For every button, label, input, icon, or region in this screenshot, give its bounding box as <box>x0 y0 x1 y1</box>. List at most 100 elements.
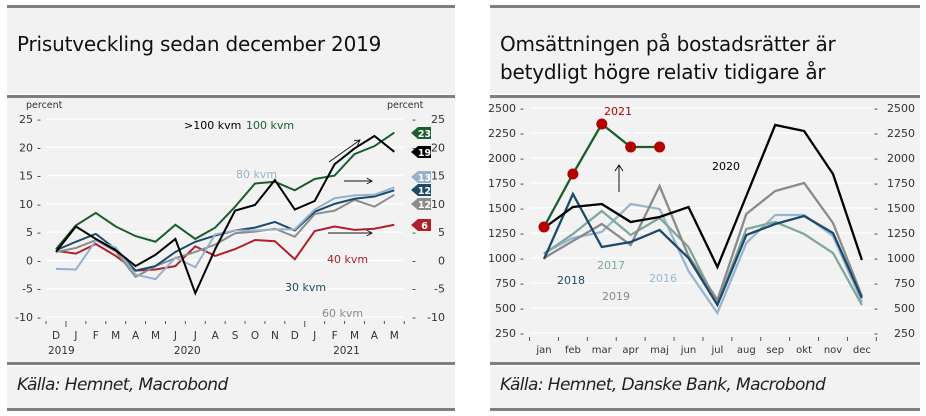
x-tick-label: jul <box>710 345 723 356</box>
y-tick-mark-left: - <box>37 113 41 126</box>
y-tick-label-right: 500 <box>894 302 915 315</box>
series-marker-2021 <box>654 141 666 153</box>
arrow-head <box>366 177 373 185</box>
y-tick-label-right: 5 <box>438 226 445 239</box>
title-box: Prisutveckling sedan december 2019 <box>7 8 455 94</box>
series-marker-2021 <box>567 168 579 180</box>
series-line-80-kvm <box>55 186 395 281</box>
x-tick-label: F <box>93 330 99 342</box>
source-text: Källa: Hemnet, Danske Bank, Macrobond <box>500 375 826 395</box>
x-tick-label: jan <box>535 345 551 356</box>
y-tick-label-left: 0 <box>26 254 33 267</box>
series-annotation: 2020 <box>712 160 740 173</box>
arrow-head <box>614 164 624 172</box>
x-tick-label: nov <box>824 345 842 356</box>
x-year-label: 2019 <box>48 345 75 357</box>
series-line-2019 <box>543 181 863 303</box>
y-tick-mark-right: - <box>874 202 878 215</box>
y-tick-label-left: 10 <box>19 198 33 211</box>
series-annotation: >100 kvm <box>184 119 241 132</box>
series-annotation: 30 kvm <box>285 281 326 294</box>
y-tick-mark-left: - <box>520 177 524 190</box>
arrow-head <box>353 139 361 146</box>
x-tick-label: J <box>193 330 197 342</box>
y-tick-mark-right: - <box>412 226 416 239</box>
chart-title: Prisutveckling sedan december 2019 <box>17 32 382 56</box>
x-tick-label: feb <box>565 345 581 356</box>
y-tick-mark-right: - <box>874 177 878 190</box>
y-tick-label-right: 750 <box>894 277 915 290</box>
divider-rule <box>490 95 920 98</box>
y-tick-label-left: 5 <box>26 226 33 239</box>
y-tick-mark-left: - <box>37 311 41 324</box>
y-tick-label-left: 1250 <box>488 227 516 240</box>
end-value-label: 13 <box>418 173 431 184</box>
end-value-flag <box>411 146 431 158</box>
trend-flat-arrow <box>344 177 373 185</box>
series-marker-2021 <box>625 141 637 153</box>
y-tick-mark-left: - <box>520 202 524 215</box>
y-tick-label-left: 2000 <box>488 152 516 165</box>
series-annotation: 2018 <box>557 274 585 287</box>
x-tick-label: M <box>350 330 359 342</box>
y-tick-label-left: 250 <box>495 327 516 340</box>
y-tick-label-left: 1000 <box>488 252 516 265</box>
y-axis-label-left: percent <box>26 100 63 111</box>
series-annotation: 80 kvm <box>236 168 277 181</box>
y-tick-label-right: 20 <box>431 141 445 154</box>
end-value-flag <box>411 184 431 196</box>
x-tick-label: J <box>73 330 77 342</box>
series-annotation: 40 kvm <box>327 253 368 266</box>
series-annotation: 2021 <box>604 105 632 118</box>
x-tick-label: D <box>291 330 299 342</box>
y-tick-mark-left: - <box>520 102 524 115</box>
y-tick-mark-right: - <box>412 141 416 154</box>
y-tick-label-left: 750 <box>495 277 516 290</box>
y-tick-mark-left: - <box>520 327 524 340</box>
x-tick-label: M <box>111 330 120 342</box>
trend-up-arrow <box>614 164 624 192</box>
y-tick-mark-right: - <box>874 302 878 315</box>
y-tick-mark-left: - <box>520 277 524 290</box>
x-tick-label: J <box>173 330 177 342</box>
y-tick-label-right: 1250 <box>887 227 915 240</box>
arrow-shaft <box>328 139 361 163</box>
series-line-100-kvm <box>55 131 395 250</box>
series-line-40-kvm <box>55 223 395 272</box>
y-tick-label-left: 20 <box>19 141 33 154</box>
y-tick-mark-left: - <box>520 152 524 165</box>
end-value-flag <box>411 127 431 139</box>
x-tick-label: N <box>271 330 279 342</box>
x-tick-label: A <box>212 330 220 342</box>
divider-rule <box>7 362 455 365</box>
y-tick-label-right: 1750 <box>887 177 915 190</box>
series-marker-2021 <box>538 221 550 233</box>
y-tick-mark-right: - <box>412 113 416 126</box>
x-tick-label: aug <box>737 345 756 356</box>
y-tick-label-right: 2000 <box>887 152 915 165</box>
y-tick-label-right: -5 <box>434 283 445 296</box>
top-rule <box>7 5 455 8</box>
y-tick-mark-left: - <box>520 227 524 240</box>
y-tick-mark-right: - <box>412 254 416 267</box>
series-annotation: 60 kvm <box>322 307 363 320</box>
series-line-2018 <box>542 191 863 308</box>
y-tick-label-left: -10 <box>15 311 33 324</box>
end-value-label: 6 <box>421 221 428 232</box>
trend-flat-arrow <box>328 229 373 237</box>
x-tick-label: mar <box>592 345 613 356</box>
y-tick-mark-right: - <box>412 311 416 324</box>
x-tick-label: A <box>132 330 140 342</box>
x-year-label: 2021 <box>333 345 360 357</box>
x-tick-label: apr <box>622 345 639 356</box>
x-tick-label: A <box>371 330 379 342</box>
y-tick-label-left: 1750 <box>488 177 516 190</box>
y-tick-mark-right: - <box>874 277 878 290</box>
source-box: Källa: Hemnet, Macrobond <box>7 366 455 408</box>
x-tick-label: maj <box>650 345 669 356</box>
y-axis-label-right: percent <box>387 100 424 111</box>
y-tick-label-left: 25 <box>19 113 33 126</box>
y-tick-mark-right: - <box>874 327 878 340</box>
y-tick-mark-left: - <box>37 198 41 211</box>
